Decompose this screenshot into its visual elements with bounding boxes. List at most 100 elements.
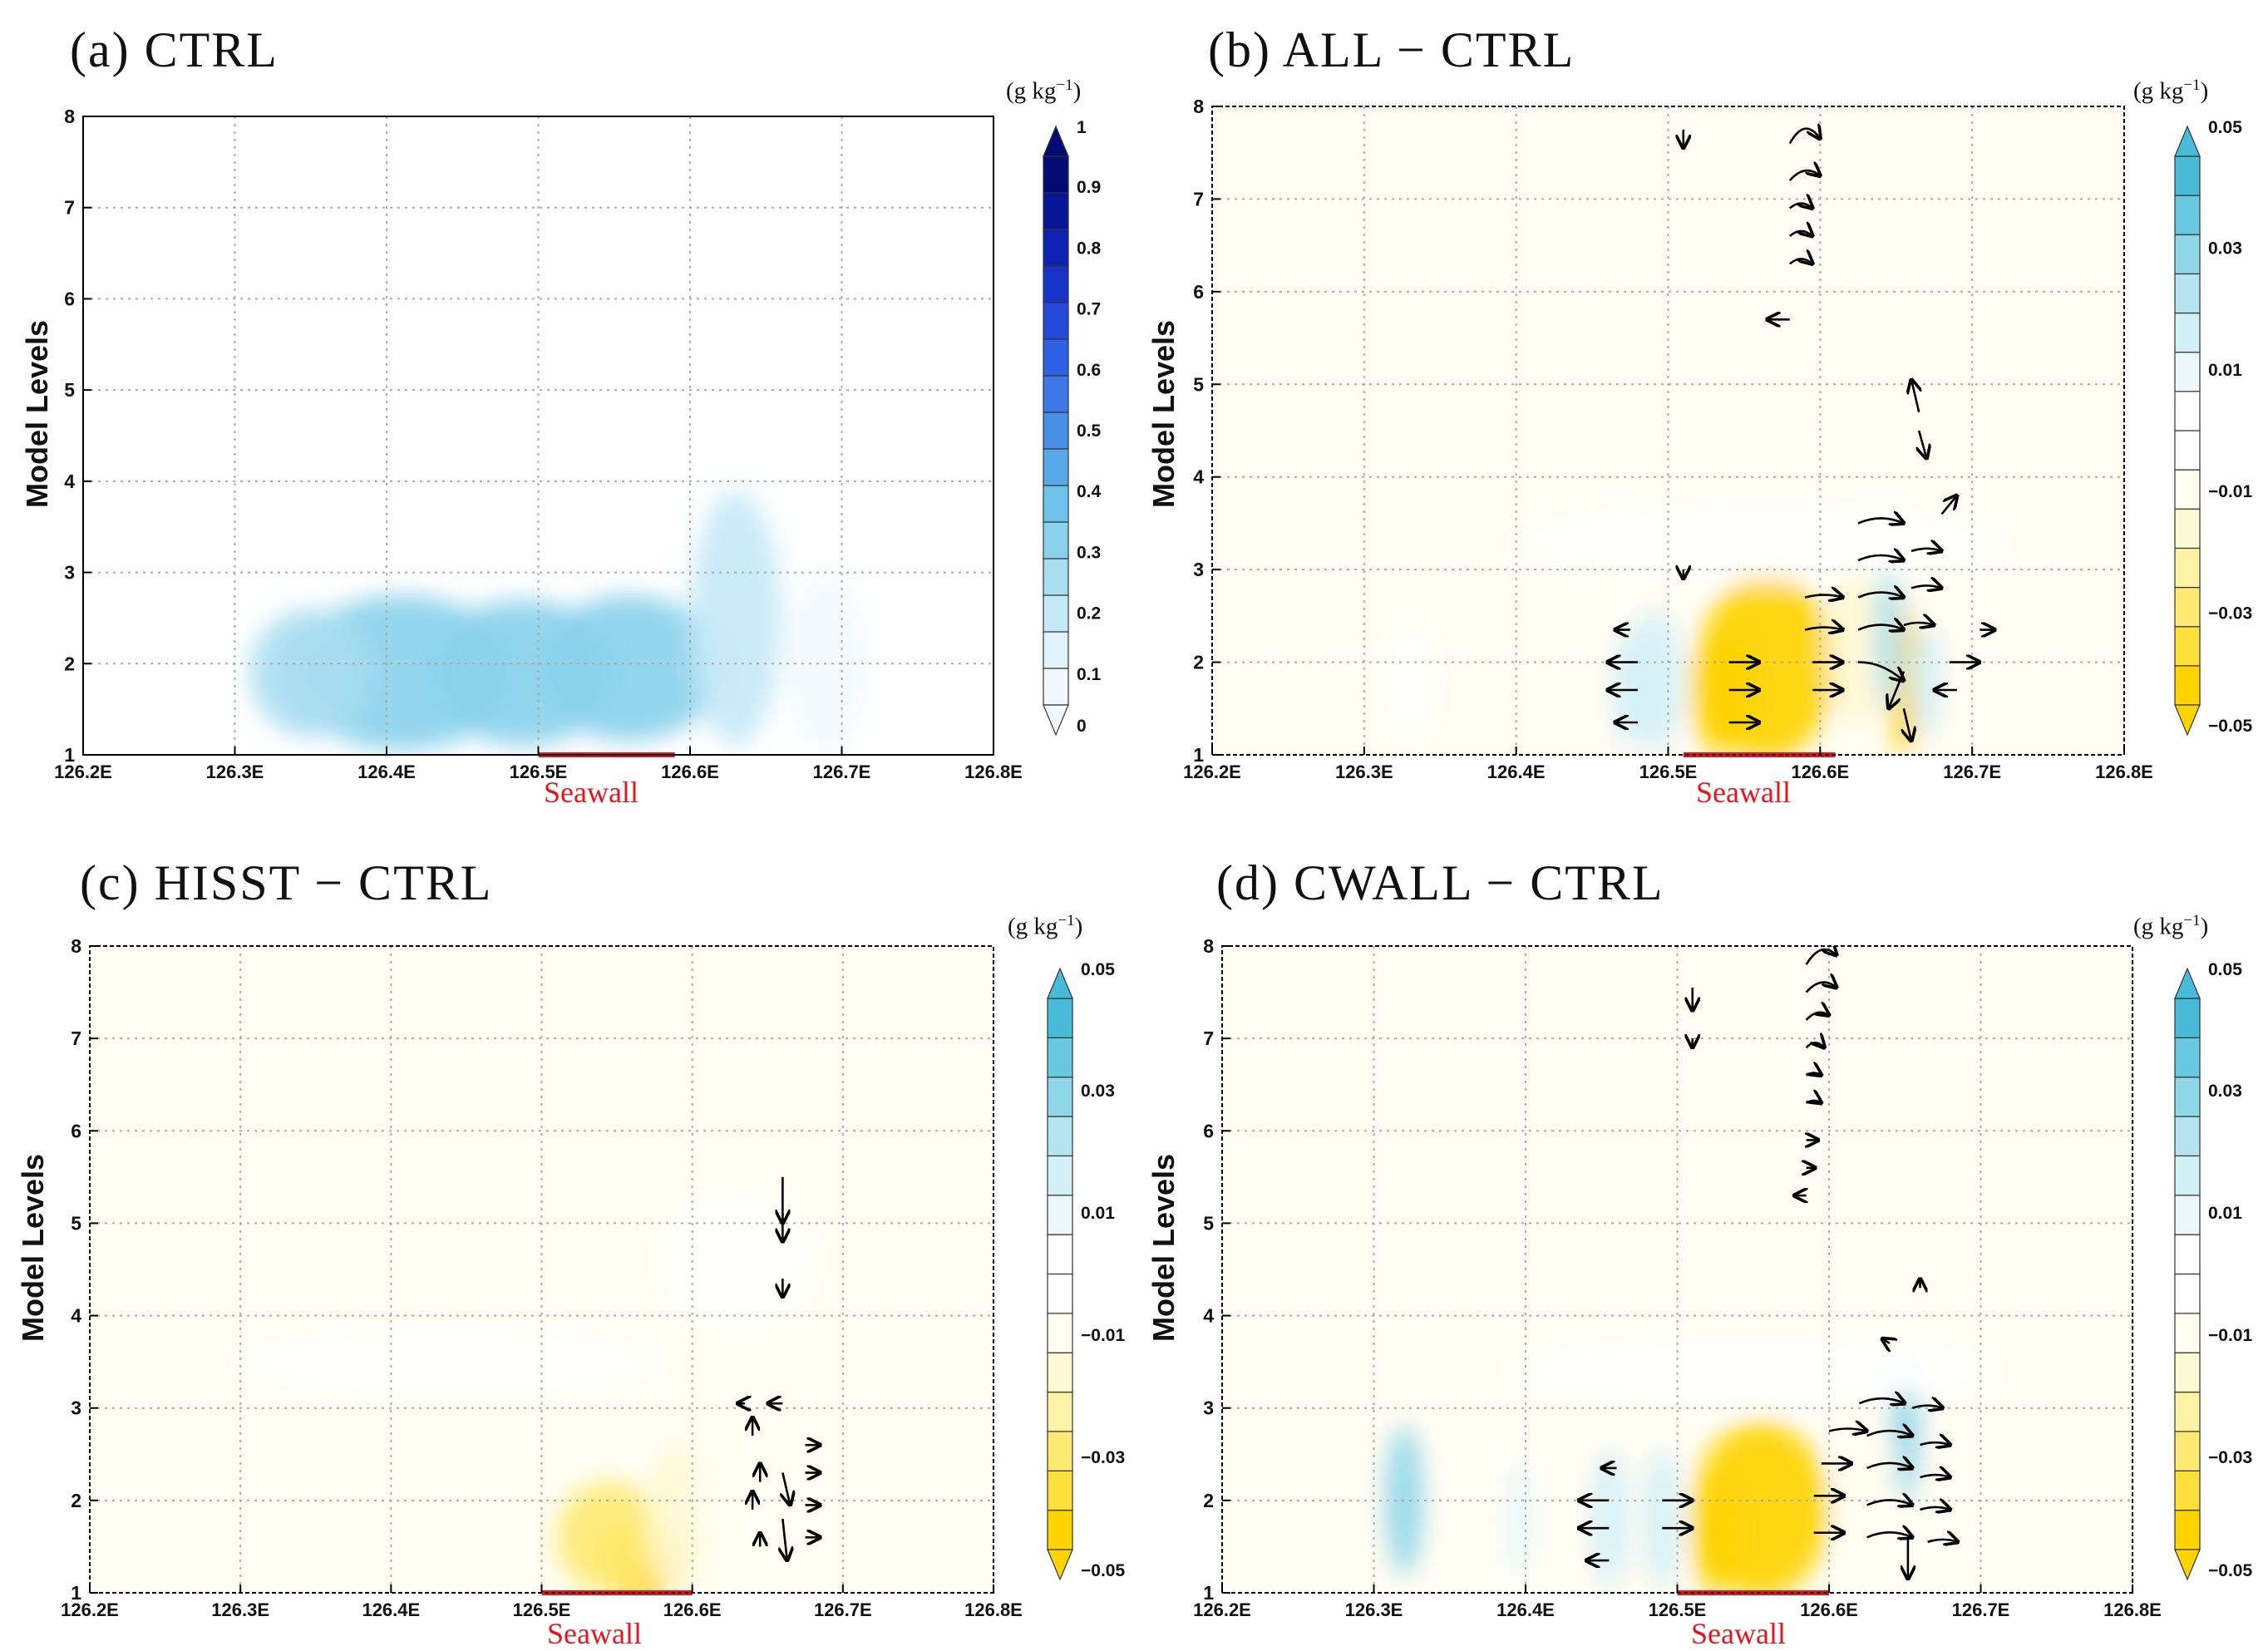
- wind-vector: [1788, 170, 1821, 182]
- y-tick-label: 6: [1203, 1120, 1214, 1141]
- wind-vector: [1805, 1101, 1822, 1103]
- y-tick-label: 5: [64, 379, 75, 401]
- colorbar-label: −0.05: [2208, 1561, 2252, 1580]
- y-tick-label: 1: [1203, 1582, 1214, 1604]
- wind-vector: [1911, 380, 1919, 413]
- field-blob: [647, 1445, 708, 1593]
- wind-vector: [1919, 430, 1926, 458]
- y-tick-label: 2: [1193, 652, 1204, 673]
- field-blob: [1590, 1449, 1628, 1589]
- x-tick-label: 126.3E: [1345, 1599, 1403, 1620]
- y-tick-label: 5: [1203, 1212, 1214, 1234]
- units-text: (g kg: [2133, 77, 2184, 105]
- y-tick-label: 3: [64, 562, 75, 584]
- y-tick-label: 7: [1203, 1028, 1214, 1049]
- colorbar-label: 0.05: [1081, 960, 1115, 979]
- colorbar-segment: [2174, 1077, 2201, 1117]
- colorbar-segment: [2174, 665, 2201, 706]
- wind-vector: [1927, 1540, 1959, 1542]
- x-tick-label: 126.3E: [1335, 761, 1393, 782]
- field-blob: [240, 1329, 663, 1395]
- colorbar-label: 0.9: [1077, 178, 1101, 197]
- colorbar-segment: [2174, 1155, 2201, 1196]
- y-tick-label: 8: [71, 935, 81, 957]
- field-blob: [249, 609, 372, 737]
- y-tick-label: 6: [64, 288, 75, 309]
- colorbar-segment: [2174, 508, 2201, 550]
- y-tick-label: 6: [1193, 281, 1204, 303]
- wind-vector: [1804, 595, 1843, 598]
- colorbar-label: 1: [1077, 118, 1087, 137]
- grid-layer: [1212, 106, 2124, 755]
- colorbar-label: −0.05: [1081, 1561, 1125, 1580]
- grid-layer: [90, 946, 993, 1593]
- y-tick-label: 2: [71, 1490, 81, 1511]
- wind-vector: [1805, 1042, 1825, 1047]
- field-blob: [788, 572, 865, 755]
- colorbar-segment: [2174, 1313, 2201, 1353]
- colorbar-segment: [2174, 1352, 2201, 1393]
- colorbar-label: −0.03: [2208, 604, 2252, 623]
- seawall-label: Seawall: [544, 776, 638, 809]
- x-tick-label: 126.7E: [1943, 761, 2001, 782]
- colorbar-segment: [2174, 430, 2201, 471]
- colorbar: 0.05 0.03 0.01 −0.01 −0.03 −0.05: [2174, 118, 2252, 737]
- y-tick-label: 4: [1203, 1305, 1214, 1327]
- colorbar-segment: [1047, 1234, 1073, 1275]
- colorbar-label: −0.05: [2208, 717, 2252, 736]
- x-tick-label: 126.5E: [510, 761, 568, 782]
- wind-vector: [1911, 585, 1942, 588]
- vector-layer: [1607, 129, 1994, 742]
- colorbar-label: −0.01: [1081, 1326, 1125, 1345]
- colorbar-segment: [2174, 1116, 2201, 1157]
- wind-vector: [1805, 949, 1837, 965]
- colorbar-segment: [1047, 1116, 1073, 1157]
- wind-vector: [1857, 518, 1904, 523]
- wind-vector: [1889, 671, 1906, 709]
- y-tick-label: 7: [71, 1028, 81, 1049]
- colorbar-label: 0.8: [1077, 239, 1102, 258]
- colorbar-segment: [1047, 1313, 1073, 1353]
- chart-svg: 126.2E 126.3E 126.4E 126.5E 126.6E 126.7E 126.…: [54, 106, 1102, 782]
- x-tick-label: 126.7E: [813, 761, 871, 782]
- x-tick-label: 126.8E: [964, 761, 1023, 782]
- field-blob: [556, 1481, 663, 1593]
- colorbar-segment: [1047, 1391, 1073, 1432]
- x-tick-label: 126.2E: [54, 761, 112, 782]
- units-exponent: −1: [1058, 912, 1075, 929]
- x-tick-label: 126.6E: [663, 1599, 722, 1620]
- y-tick-label: 3: [71, 1397, 81, 1419]
- wind-vector: [1788, 231, 1812, 236]
- wind-vector: [1911, 1406, 1943, 1408]
- wind-vector: [1857, 661, 1904, 681]
- y-tick-label: 1: [1193, 744, 1204, 766]
- seawall-label: Seawall: [547, 1617, 642, 1650]
- colorbar-bottom-tip: [2174, 1549, 2201, 1581]
- colorbar-label: 0: [1077, 717, 1087, 736]
- x-tick-label: 126.5E: [1639, 761, 1698, 782]
- x-tick-label: 126.2E: [1183, 761, 1241, 782]
- wind-vector: [1920, 1507, 1951, 1510]
- wind-vector: [1903, 623, 1935, 625]
- panel-title: (d) CWALL − CTRL: [1216, 855, 1664, 910]
- field-blob: [1837, 1398, 1898, 1565]
- grid-layer: [1222, 946, 2132, 1593]
- x-tick-label: 126.8E: [2095, 761, 2153, 782]
- colorbar-segment: [2174, 586, 2201, 628]
- chart-svg: 126.2E 126.3E 126.4E 126.5E 126.6E 126.7E 126.…: [61, 935, 1125, 1620]
- x-tick-label: 126.3E: [211, 1599, 269, 1620]
- y-tick-label: 1: [64, 744, 75, 766]
- colorbar-label: −0.03: [2208, 1448, 2252, 1467]
- wind-vector: [1788, 259, 1812, 264]
- units-close: ): [2200, 77, 2209, 105]
- colorbar: 0.05 0.03 0.01 −0.01 −0.03 −0.05: [2174, 960, 2252, 1581]
- x-tick-label: 126.4E: [362, 1599, 420, 1620]
- colorbar-label: 0.03: [2208, 239, 2242, 258]
- x-tick-label: 126.7E: [814, 1599, 872, 1620]
- units-text: (g kg: [2133, 913, 2184, 940]
- colorbar-label: 0.1: [1077, 665, 1102, 684]
- wind-vector: [1805, 983, 1837, 993]
- x-tick-label: 126.6E: [661, 761, 719, 782]
- colorbar-label: 0.3: [1077, 543, 1101, 562]
- colorbar-label: −0.01: [2208, 1326, 2252, 1345]
